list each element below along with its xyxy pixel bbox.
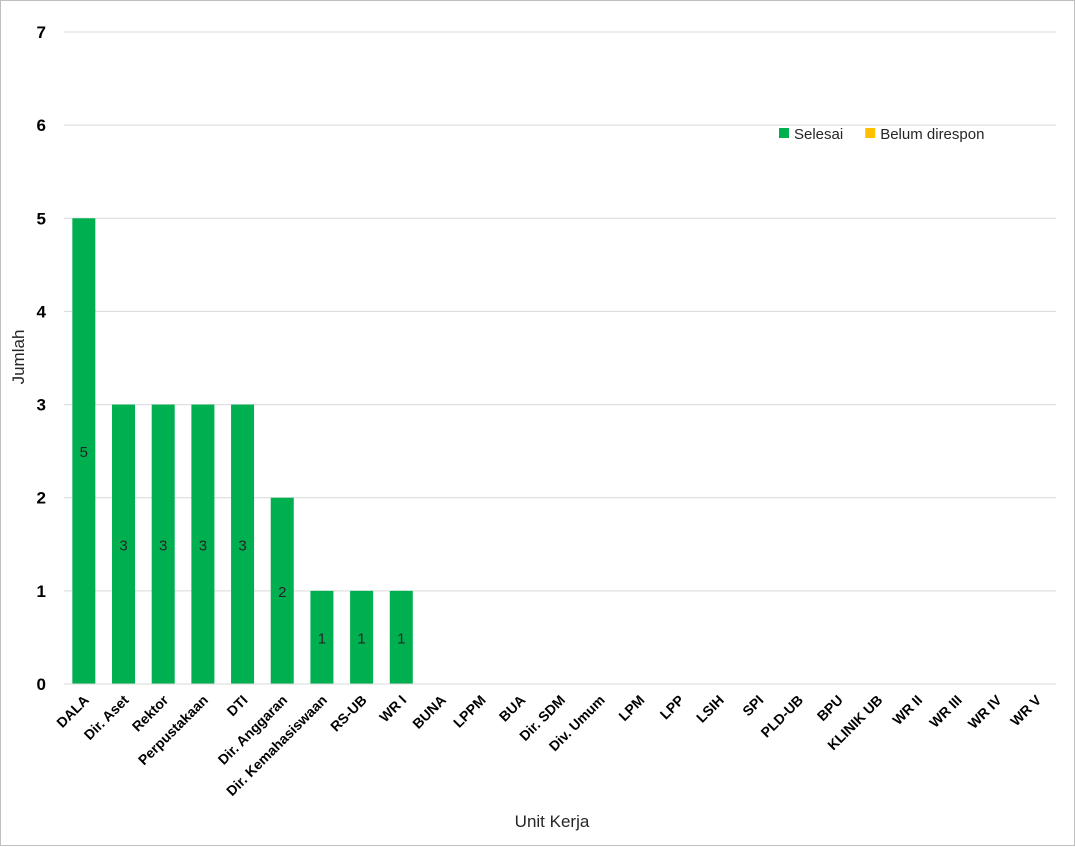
x-tick-label: BPU [814, 692, 846, 724]
data-label: 3 [159, 537, 167, 554]
bar [270, 497, 294, 684]
x-tick-label: WR II [889, 692, 925, 728]
data-label: 2 [278, 584, 286, 601]
y-tick-label: 5 [37, 209, 46, 228]
x-tick-label: BUA [496, 692, 529, 725]
x-tick-label: LSIH [693, 692, 727, 726]
data-label: 1 [397, 630, 405, 647]
data-label: 1 [318, 630, 326, 647]
x-axis-title: Unit Kerja [515, 812, 590, 831]
data-label: 3 [238, 537, 246, 554]
y-tick-label: 1 [37, 582, 46, 601]
y-axis-ticks: 0 1 2 3 4 5 6 7 [37, 23, 47, 694]
x-tick-label: SPI [739, 692, 766, 719]
x-tick-label: BUNA [409, 692, 449, 732]
bar [191, 404, 215, 684]
legend-label: Selesai [794, 126, 843, 143]
x-tick-label: WR I [376, 692, 409, 725]
x-tick-label: DTI [223, 692, 250, 719]
data-label: 3 [199, 537, 207, 554]
y-tick-label: 7 [37, 23, 46, 42]
data-label: 1 [357, 630, 365, 647]
y-axis-title: Jumlah [9, 330, 28, 385]
x-tick-label: Perpustakaan [135, 692, 211, 768]
bars [72, 218, 413, 685]
bar [310, 590, 334, 684]
data-labels: 5 3 3 3 3 2 1 1 1 [80, 444, 406, 647]
bar [350, 590, 374, 684]
bar [72, 218, 96, 685]
x-tick-label: WR V [1007, 691, 1045, 729]
x-tick-label: WR III [926, 692, 965, 731]
legend: Selesai Belum direspon [779, 126, 984, 143]
bar [389, 590, 413, 684]
legend-swatch [779, 128, 789, 138]
bar [112, 404, 136, 684]
x-tick-label: Dir. Anggaran [215, 692, 291, 768]
x-tick-label: LPPM [450, 692, 489, 731]
x-tick-label: PLD-UB [757, 692, 806, 741]
data-label: 5 [80, 444, 88, 461]
x-tick-label: RS-UB [327, 692, 370, 735]
bar [151, 404, 175, 684]
bar [231, 404, 255, 684]
y-tick-label: 0 [37, 675, 46, 694]
x-tick-label: WR IV [965, 691, 1005, 731]
y-tick-label: 6 [37, 116, 46, 135]
y-tick-label: 4 [37, 302, 47, 321]
data-label: 3 [119, 537, 127, 554]
x-tick-label: LPM [615, 692, 647, 724]
y-tick-label: 2 [37, 489, 46, 508]
y-tick-label: 3 [37, 396, 46, 415]
legend-label: Belum direspon [880, 126, 984, 143]
x-tick-label: LPP [657, 692, 688, 723]
legend-swatch [865, 128, 876, 138]
x-tick-label: Dir. Aset [81, 692, 132, 743]
gridlines [64, 31, 1056, 592]
